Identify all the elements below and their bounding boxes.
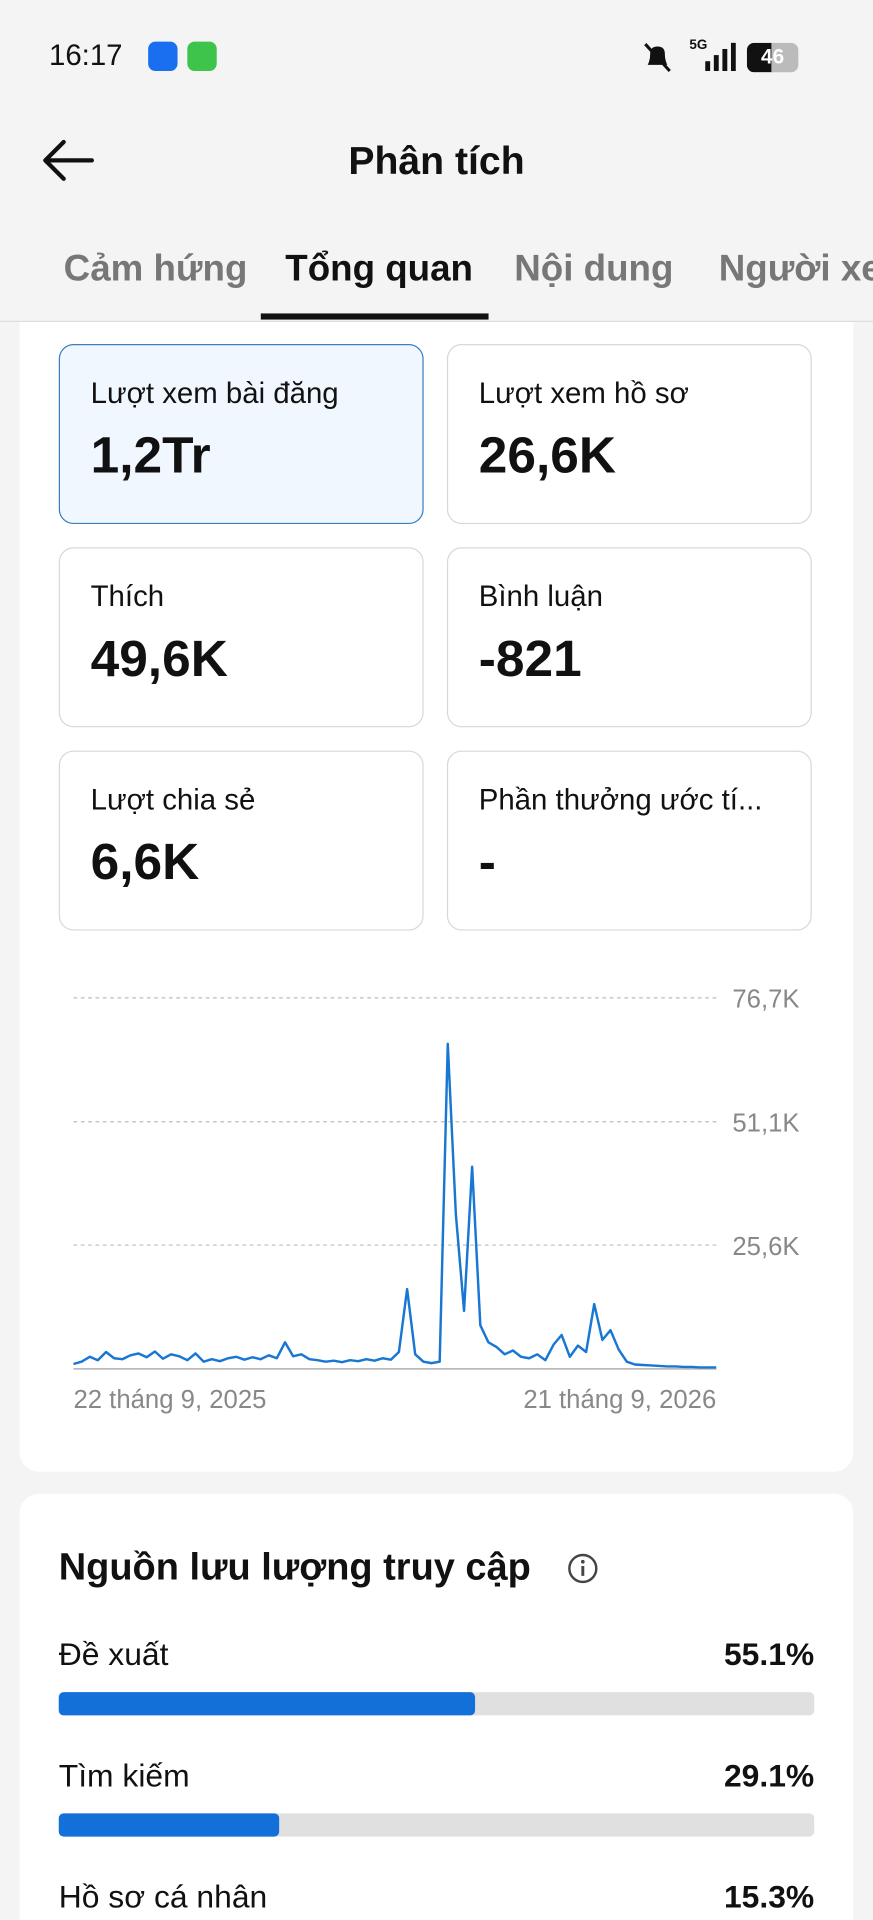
- metric-card[interactable]: Phần thưởng ước tí... -: [446, 750, 812, 931]
- tab[interactable]: Tổng quan: [285, 248, 473, 289]
- metric-card[interactable]: Lượt xem bài đăng 1,2Tr: [58, 344, 424, 525]
- metric-label: Lượt chia sẻ: [90, 783, 256, 817]
- metric-card[interactable]: Lượt xem hồ sơ 26,6K: [446, 344, 812, 525]
- x-tick-label: 21 tháng 9, 2026: [523, 1386, 716, 1414]
- mute-icon: [644, 43, 671, 73]
- metric-label: Bình luận: [478, 580, 603, 614]
- battery-level: 46: [761, 45, 785, 69]
- tab[interactable]: Cảm hứng: [63, 248, 248, 289]
- metric-value: -821: [478, 629, 582, 687]
- status-time: 16:17: [48, 39, 123, 73]
- source-label: Tìm kiếm: [58, 1757, 190, 1794]
- source-value: 55.1%: [723, 1635, 815, 1673]
- tab[interactable]: Người xem: [718, 248, 873, 289]
- metric-label: Phần thưởng ước tí...: [478, 783, 763, 817]
- metric-value: 6,6K: [90, 832, 200, 891]
- views-line: [73, 1042, 717, 1369]
- metric-card[interactable]: Thích 49,6K: [58, 547, 424, 728]
- zalo-icon: [148, 41, 178, 72]
- metric-value: 1,2Tr: [90, 426, 211, 484]
- y-tick-label: 76,7K: [732, 986, 799, 1014]
- metric-value: 26,6K: [478, 426, 616, 484]
- signal-icon: [705, 42, 736, 72]
- source-value: 29.1%: [723, 1757, 815, 1794]
- source-label: Hồ sơ cá nhân: [58, 1878, 268, 1915]
- metric-card[interactable]: Bình luận -821: [446, 547, 812, 728]
- battery: 46: [746, 42, 799, 73]
- tab[interactable]: Nội dung: [514, 248, 674, 289]
- source-label: Đề xuất: [58, 1635, 169, 1673]
- source-bar: [58, 1692, 476, 1716]
- page-title: Phân tích: [348, 138, 525, 183]
- message-icon: [187, 41, 217, 72]
- network-label: 5G: [689, 37, 708, 53]
- metric-value: 49,6K: [90, 629, 228, 687]
- traffic-title: Nguồn lưu lượng truy cập: [58, 1545, 531, 1589]
- metric-value: -: [478, 832, 496, 891]
- source-bar: [58, 1813, 279, 1837]
- y-tick-label: 25,6K: [732, 1233, 799, 1261]
- metric-card[interactable]: Lượt chia sẻ 6,6K: [58, 750, 424, 931]
- x-tick-label: 22 tháng 9, 2025: [73, 1386, 266, 1414]
- metric-label: Thích: [90, 580, 165, 614]
- y-tick-label: 51,1K: [732, 1110, 799, 1138]
- tab-indicator: [260, 313, 489, 320]
- metric-label: Lượt xem bài đăng: [90, 377, 339, 411]
- metric-label: Lượt xem hồ sơ: [478, 377, 689, 411]
- divider: [0, 320, 873, 323]
- back-button[interactable]: [40, 137, 94, 184]
- info-icon[interactable]: [567, 1553, 599, 1585]
- source-value: 15.3%: [723, 1878, 815, 1915]
- views-chart: 25,6K 51,1K 76,7K 22 tháng 9, 2025 21 tháng …: [73, 986, 800, 1414]
